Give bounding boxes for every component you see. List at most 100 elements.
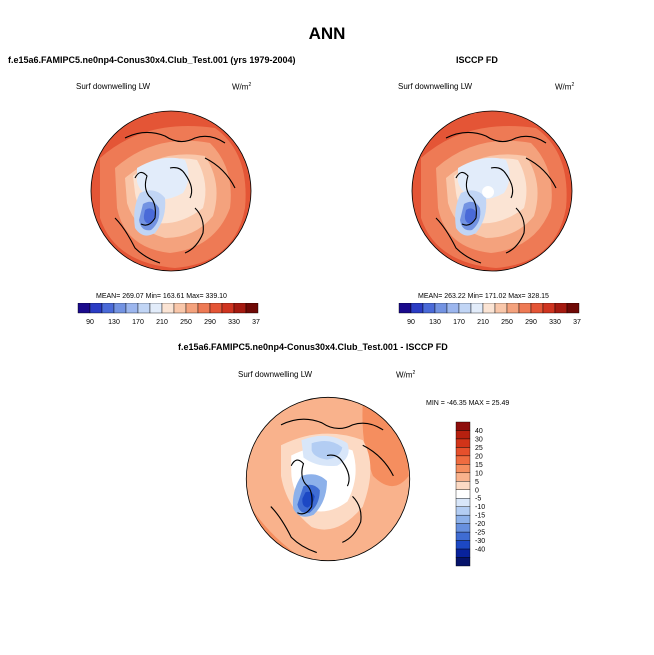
colorbar-tick-label: 330 xyxy=(549,319,561,326)
coastline xyxy=(280,418,384,431)
panel1-units-base: W/m xyxy=(232,82,249,92)
colorbar-swatch xyxy=(566,303,580,314)
colorbar-swatch xyxy=(530,303,544,314)
colorbar-tick-label: 5 xyxy=(475,479,479,486)
colorbar-swatch xyxy=(455,472,471,482)
panel1-stats: MEAN= 269.07 Min= 163.61 Max= 339.10 xyxy=(96,293,227,300)
colorbar-swatch xyxy=(506,303,520,314)
colorbar-swatch xyxy=(458,303,472,314)
panel3-map xyxy=(245,396,411,562)
colorbar-swatch xyxy=(455,540,471,550)
colorbar-swatch xyxy=(185,303,199,314)
colorbar-swatch xyxy=(470,303,484,314)
colorbar-tick-label: 250 xyxy=(180,319,192,326)
colorbar-swatch xyxy=(455,514,471,524)
colorbar-tick-label: -40 xyxy=(475,547,485,554)
colorbar-swatch xyxy=(233,303,247,314)
colorbar-tick-label: 40 xyxy=(475,428,483,435)
colorbar-tick-label: 290 xyxy=(525,319,537,326)
panel2-units-exp: 2 xyxy=(571,82,575,88)
coastline xyxy=(326,454,350,487)
colorbar-swatch xyxy=(398,303,412,314)
colorbar-tick-label: -30 xyxy=(475,538,485,545)
colorbar-tick-label: -25 xyxy=(475,530,485,537)
colorbar-swatch xyxy=(482,303,496,314)
map-region xyxy=(464,208,476,224)
colorbar-swatch xyxy=(455,464,471,474)
colorbar-swatch xyxy=(434,303,448,314)
panel1-map xyxy=(90,110,252,272)
coastline xyxy=(362,444,394,477)
coastline xyxy=(435,217,482,264)
colorbar-swatch xyxy=(554,303,568,314)
colorbar-swatch xyxy=(137,303,151,314)
panel1-units: W/m2 xyxy=(232,82,251,92)
colorbar-tick-label: 15 xyxy=(475,462,483,469)
panel3-units: W/m2 xyxy=(396,370,415,380)
colorbar-swatch xyxy=(455,523,471,533)
colorbar-tick-label: 330 xyxy=(228,319,240,326)
panel2-title: ISCCP FD xyxy=(456,55,498,65)
colorbar-tick-label: 25 xyxy=(475,445,483,452)
colorbar-swatch xyxy=(518,303,532,314)
colorbar-swatch xyxy=(455,447,471,457)
colorbar-tick-label: 90 xyxy=(407,319,415,326)
colorbar-swatch xyxy=(221,303,235,314)
coastline xyxy=(525,157,557,189)
colorbar-tick-label: 210 xyxy=(477,319,489,326)
colorbar-swatch xyxy=(455,421,471,431)
colorbar-swatch xyxy=(173,303,187,314)
colorbar-tick-label: -5 xyxy=(475,496,481,503)
colorbar-swatch xyxy=(209,303,223,314)
colorbar-tick-label: 290 xyxy=(204,319,216,326)
colorbar-tick-label: 30 xyxy=(475,436,483,443)
colorbar-swatch xyxy=(455,531,471,541)
colorbar-swatch xyxy=(125,303,139,314)
panel3-units-exp: 2 xyxy=(412,370,416,376)
colorbar-swatch xyxy=(113,303,127,314)
colorbar-tick-label: 10 xyxy=(475,470,483,477)
colorbar-swatch xyxy=(455,430,471,440)
coastline xyxy=(204,157,236,189)
map-boundary xyxy=(411,110,573,272)
colorbar-swatch xyxy=(149,303,163,314)
colorbar-swatch xyxy=(542,303,556,314)
coastline xyxy=(169,167,193,199)
colorbar-tick-label: -10 xyxy=(475,504,485,511)
map-region xyxy=(482,186,495,198)
colorbar-swatch xyxy=(101,303,115,314)
colorbar-tick-label: 170 xyxy=(132,319,144,326)
map-region xyxy=(311,440,343,460)
colorbar-tick-label: 90 xyxy=(86,319,94,326)
panel1-variable-label: Surf downwelling LW xyxy=(76,82,151,91)
panel3-variable-label: Surf downwelling LW xyxy=(238,370,313,379)
page-title: ANN xyxy=(308,24,346,43)
panel3-stats: MIN = -46.35 MAX = 25.49 xyxy=(426,400,510,407)
colorbar-swatch xyxy=(455,481,471,490)
colorbar-swatch xyxy=(455,506,471,516)
coastline xyxy=(505,207,525,254)
coastline xyxy=(184,207,204,254)
colorbar-swatch xyxy=(494,303,508,314)
coastline xyxy=(270,506,317,554)
panel2-map xyxy=(411,110,573,272)
panel2-units: W/m2 xyxy=(555,82,574,92)
colorbar-tick-label: 370 xyxy=(573,319,581,326)
colorbar-swatch xyxy=(197,303,211,314)
panel1-units-exp: 2 xyxy=(248,82,252,88)
panel3-units-base: W/m xyxy=(396,370,413,380)
colorbar-tick-label: 210 xyxy=(156,319,168,326)
colorbar-swatch xyxy=(77,303,91,314)
panel1-colorbar: 90 130 170 210 250 290 330 370 xyxy=(77,303,260,326)
coastline xyxy=(290,459,313,515)
panel3-title: f.e15a6.FAMIPC5.ne0np4-Conus30x4.Club_Te… xyxy=(178,342,448,352)
colorbar-tick-label: 130 xyxy=(429,319,441,326)
map-boundary xyxy=(90,110,252,272)
coastline xyxy=(114,217,161,264)
coastline xyxy=(445,131,547,144)
colorbar-tick-label: 170 xyxy=(453,319,465,326)
colorbar-swatch xyxy=(455,498,471,507)
coastline xyxy=(490,167,514,199)
colorbar-tick-label: -15 xyxy=(475,513,485,520)
